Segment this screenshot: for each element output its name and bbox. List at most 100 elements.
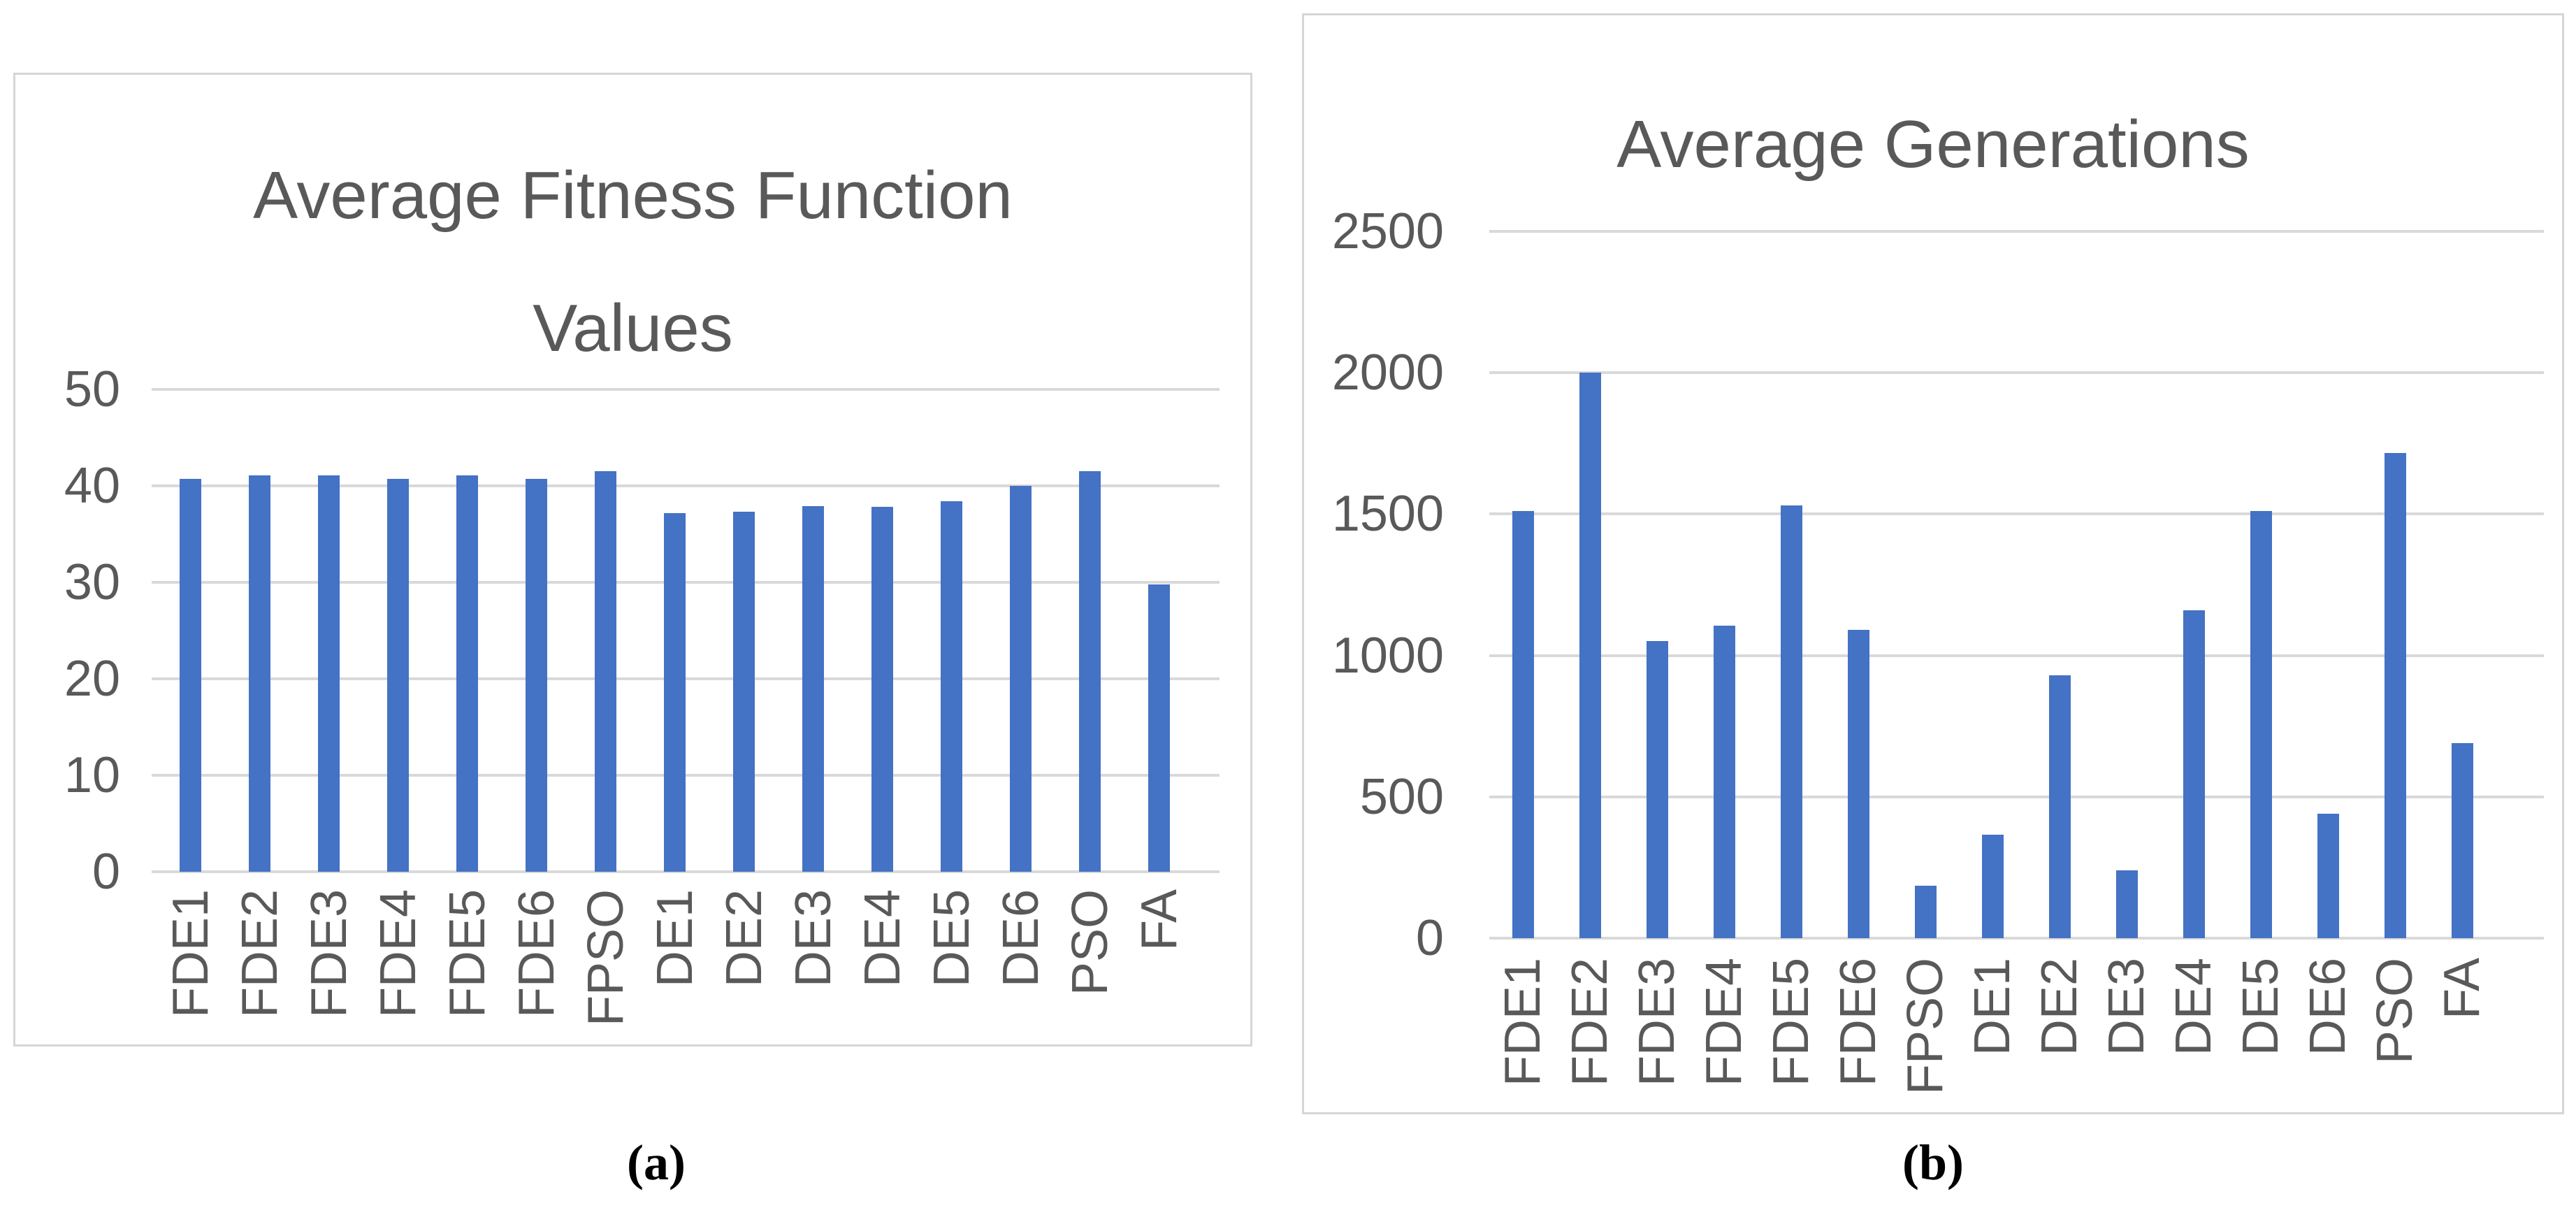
x-axis-category-label-FPSO: FPSO xyxy=(1897,958,1953,1095)
bar-DE1 xyxy=(1981,835,2004,938)
bar-cell-FDE5 xyxy=(1758,231,1825,938)
bar-FDE5 xyxy=(1780,505,1802,938)
y-axis-tick-label-0: 0 xyxy=(1415,910,1444,966)
bar-FDE5 xyxy=(456,475,478,872)
x-axis-category-label-PSO: PSO xyxy=(1062,889,1118,996)
x-axis-label-cell-FA: FA xyxy=(1124,889,1194,1042)
chart-b-plot-area xyxy=(1489,230,2544,940)
bar-cell-DE5 xyxy=(917,389,986,872)
x-axis-label-cell-FDE1: FDE1 xyxy=(1489,958,1556,1109)
bar-cell-FDE4 xyxy=(1691,231,1758,938)
bar-FDE1 xyxy=(180,479,201,872)
x-axis-category-label-FDE6: FDE6 xyxy=(1830,958,1886,1087)
bar-FA xyxy=(1148,584,1170,872)
bar-cell-FA xyxy=(2429,231,2496,938)
x-axis-label-cell-DE3: DE3 xyxy=(2093,958,2160,1109)
x-axis-label-cell-FDE2: FDE2 xyxy=(1556,958,1623,1109)
bar-cell-DE3 xyxy=(779,389,848,872)
chart-a-plot-area xyxy=(152,388,1220,873)
bar-DE1 xyxy=(664,512,686,872)
bar-cell-FDE1 xyxy=(1489,231,1556,938)
caption-b: (b) xyxy=(1902,1135,1964,1191)
x-axis-category-label-FDE3: FDE3 xyxy=(1629,958,1685,1087)
bar-cell-DE3 xyxy=(2093,231,2160,938)
x-axis-label-cell-DE1: DE1 xyxy=(640,889,709,1042)
gridline-1500 xyxy=(1489,512,2544,516)
bar-cell-PSO xyxy=(2361,231,2429,938)
bar-cell-DE2 xyxy=(709,389,779,872)
x-axis-category-label-FPSO: FPSO xyxy=(577,889,634,1027)
x-axis-label-cell-FDE5: FDE5 xyxy=(1758,958,1825,1109)
bar-DE3 xyxy=(2115,870,2138,938)
x-axis-label-cell-PSO: PSO xyxy=(2361,958,2429,1109)
bar-FDE2 xyxy=(1579,373,1601,938)
bar-cell-FPSO xyxy=(1892,231,1959,938)
y-axis-tick-label-1000: 1000 xyxy=(1331,627,1444,684)
bar-DE5 xyxy=(2250,511,2272,938)
x-axis-label-cell-PSO: PSO xyxy=(1055,889,1124,1042)
gridline-30 xyxy=(152,581,1220,584)
bar-FPSO xyxy=(595,471,616,872)
x-axis-category-label-DE2: DE2 xyxy=(716,889,772,988)
bar-FDE1 xyxy=(1512,511,1534,938)
x-axis-category-label-DE6: DE6 xyxy=(2300,958,2356,1056)
bar-cell-FDE1 xyxy=(156,389,225,872)
x-axis-category-label-DE3: DE3 xyxy=(785,889,841,988)
y-axis-tick-label-2500: 2500 xyxy=(1331,203,1444,259)
gridline-0 xyxy=(1489,937,2544,940)
bar-cell-DE4 xyxy=(2160,231,2227,938)
bar-DE6 xyxy=(1010,486,1032,872)
chart-panel-b: Average Generations FDE1 FDE2 FDE3 FDE4 FDE5… xyxy=(1302,13,2564,1114)
gridline-20 xyxy=(152,677,1220,680)
caption-a: (a) xyxy=(627,1135,686,1191)
gridline-2500 xyxy=(1489,230,2544,233)
x-axis-label-cell-DE5: DE5 xyxy=(917,889,986,1042)
chart-a-title-line-1: Average Fitness Function xyxy=(253,158,1013,233)
x-axis-category-label-FDE2: FDE2 xyxy=(1562,958,1618,1087)
y-axis-tick-label-500: 500 xyxy=(1359,768,1444,825)
bar-cell-DE1 xyxy=(640,389,709,872)
y-axis-tick-label-20: 20 xyxy=(64,651,120,707)
bar-cell-FPSO xyxy=(571,389,640,872)
x-axis-label-cell-FPSO: FPSO xyxy=(1892,958,1959,1109)
chart-b-title: Average Generations xyxy=(1304,94,2562,195)
x-axis-category-label-FDE5: FDE5 xyxy=(1763,958,1819,1087)
bar-cell-DE5 xyxy=(2227,231,2294,938)
bar-DE6 xyxy=(2317,814,2339,938)
x-axis-category-label-FDE1: FDE1 xyxy=(1495,958,1551,1087)
bar-FDE6 xyxy=(1847,630,1869,938)
bar-FDE2 xyxy=(249,475,270,872)
x-axis-label-cell-DE1: DE1 xyxy=(1959,958,2026,1109)
x-axis-label-cell-FA: FA xyxy=(2429,958,2496,1109)
bar-PSO xyxy=(1079,471,1101,872)
y-axis-tick-label-50: 50 xyxy=(64,361,120,417)
y-axis-tick-label-40: 40 xyxy=(64,458,120,514)
x-axis-label-cell-DE4: DE4 xyxy=(848,889,917,1042)
bar-FDE6 xyxy=(526,479,547,872)
x-axis-category-label-FDE1: FDE1 xyxy=(162,889,219,1019)
x-axis-category-label-DE5: DE5 xyxy=(923,889,980,988)
bar-cell-FDE6 xyxy=(1825,231,1892,938)
chart-a-title: Average Fitness Function Values xyxy=(15,129,1250,395)
x-axis-category-label-FDE3: FDE3 xyxy=(301,889,357,1019)
x-axis-category-label-DE4: DE4 xyxy=(854,889,911,988)
bar-cell-FDE2 xyxy=(1556,231,1623,938)
x-axis-category-label-FA: FA xyxy=(2434,958,2490,1020)
bars-row xyxy=(1489,231,2544,938)
chart-a-x-axis: FDE1 FDE2 FDE3 FDE4 FDE5 FDE6 FPSO DE1 DE2 DE3 DE4… xyxy=(152,889,1220,1042)
bar-FA xyxy=(2451,742,2473,938)
bar-cell-FDE5 xyxy=(433,389,502,872)
x-axis-label-cell-DE3: DE3 xyxy=(779,889,848,1042)
bar-cell-FDE2 xyxy=(225,389,294,872)
x-axis-label-cell-FDE3: FDE3 xyxy=(1623,958,1691,1109)
x-axis-label-cell-DE6: DE6 xyxy=(986,889,1055,1042)
y-axis-tick-label-1500: 1500 xyxy=(1331,486,1444,542)
bar-cell-FDE4 xyxy=(363,389,433,872)
bar-DE5 xyxy=(941,501,962,872)
bar-FPSO xyxy=(1914,886,1937,938)
bar-cell-FA xyxy=(1124,389,1194,872)
x-axis-category-label-DE4: DE4 xyxy=(2166,958,2222,1056)
chart-panel-a: Average Fitness Function Values FDE1 FDE2… xyxy=(13,73,1252,1047)
y-axis-tick-label-2000: 2000 xyxy=(1331,345,1444,401)
bar-DE4 xyxy=(871,507,893,872)
